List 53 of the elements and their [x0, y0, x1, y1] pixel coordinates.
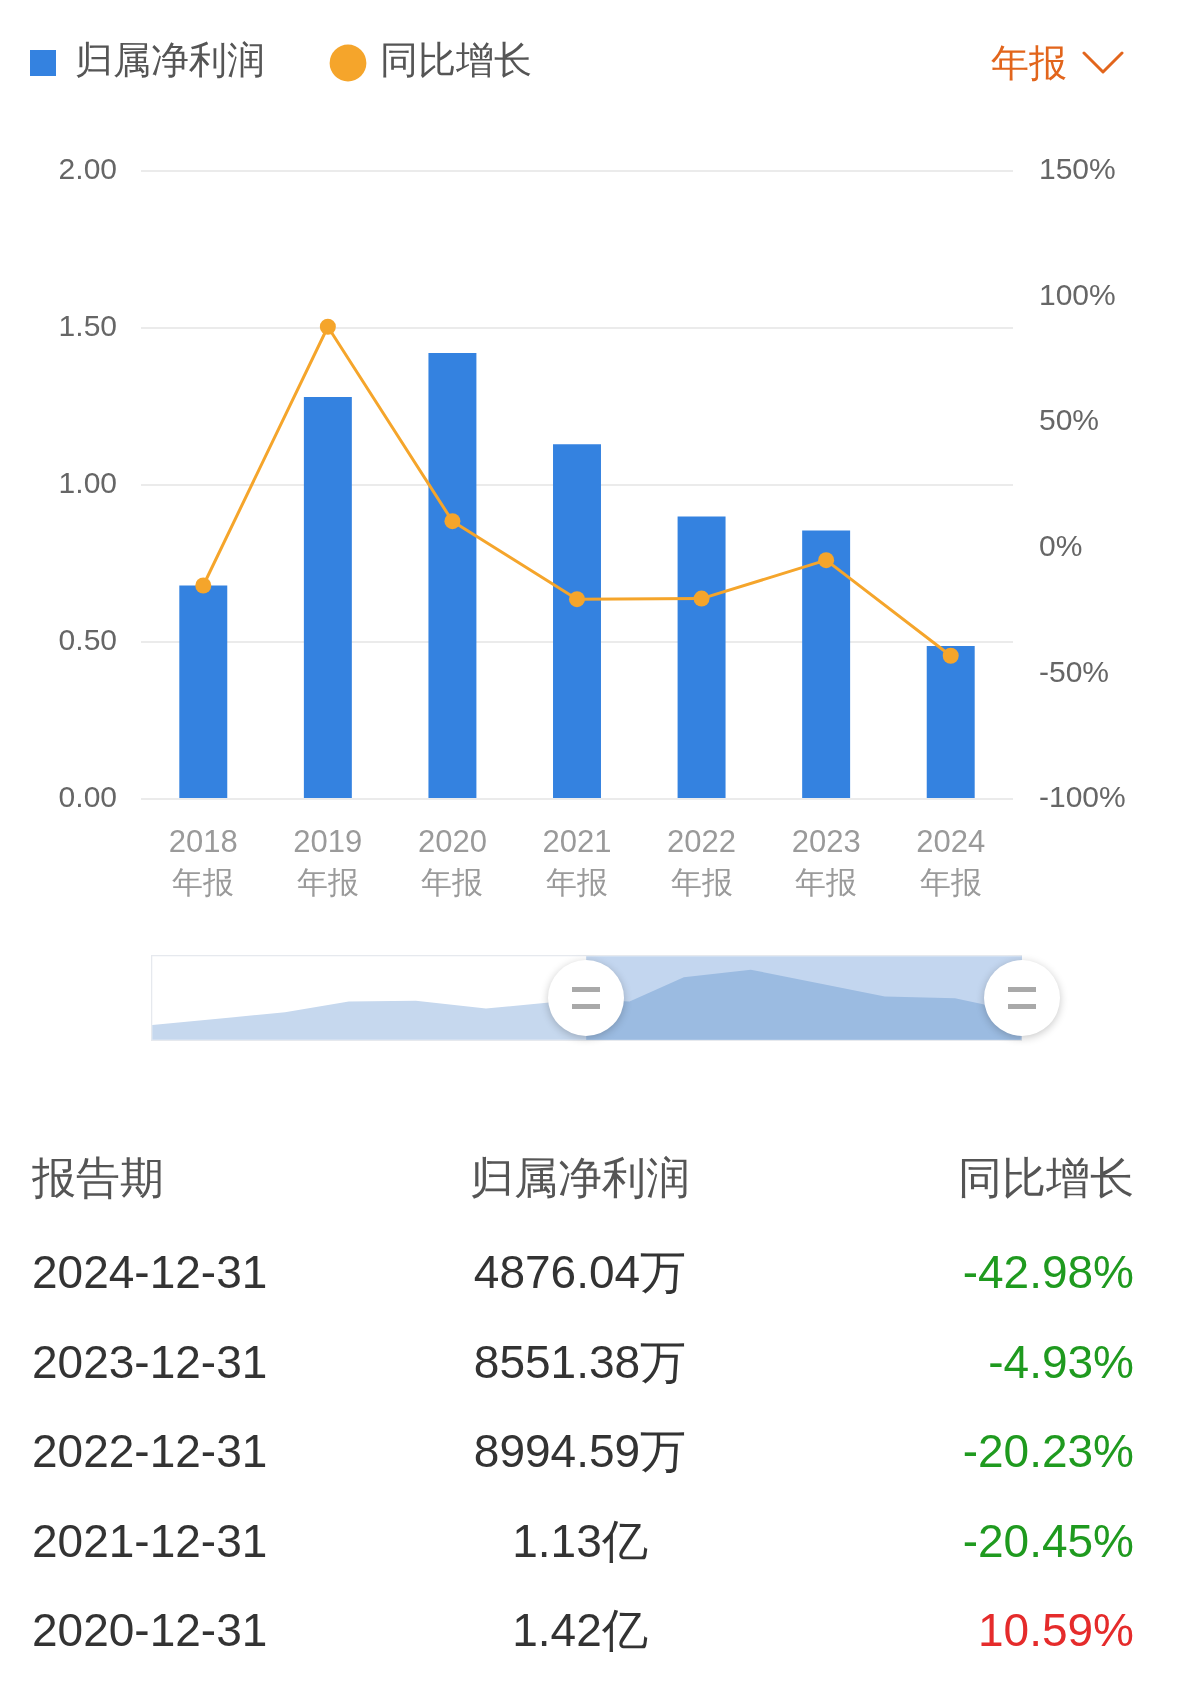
- text: 2024-12-31: [32, 1245, 268, 1300]
- point: [818, 552, 835, 569]
- legend-label: 同比增长: [380, 39, 532, 82]
- legend-label: 归属净利润: [75, 39, 265, 82]
- text: 4876.04万: [472, 1245, 688, 1300]
- x-tick-label: 2018 年报: [168, 824, 238, 900]
- y-tick-label: 0.50: [58, 623, 117, 657]
- text: 2021-12-31: [32, 1513, 268, 1569]
- text: -20.23%: [962, 1424, 1134, 1479]
- text: 报告期: [32, 1152, 164, 1204]
- bar: [926, 645, 975, 798]
- bar: [303, 397, 352, 798]
- x-tick-label: 2024 年报: [916, 824, 986, 900]
- y-tick-label: 1.00: [58, 466, 117, 500]
- bar: [428, 353, 477, 798]
- text: 归属净利润: [470, 1153, 690, 1202]
- point: [195, 577, 212, 594]
- x-tick-label: 2021 年报: [542, 824, 612, 900]
- text: 同比增长: [958, 1153, 1134, 1202]
- text: -42.98%: [962, 1245, 1134, 1300]
- bar: [553, 444, 601, 798]
- y2-tick-label: 50%: [1039, 403, 1100, 437]
- text: 2020-12-31: [32, 1603, 268, 1658]
- text: 1.42亿: [511, 1603, 649, 1658]
- y2-tick-label: -100%: [1039, 780, 1126, 814]
- x-tick-label: 2020 年报: [417, 824, 487, 900]
- y-tick-label: 0.00: [58, 780, 117, 814]
- y2-tick-label: 150%: [1039, 152, 1116, 186]
- point: [444, 513, 461, 530]
- y2-tick-label: 0%: [1039, 529, 1083, 563]
- y2-tick-label: -50%: [1039, 654, 1110, 688]
- x-tick-label: 2019 年报: [293, 824, 363, 900]
- text: -20.45%: [962, 1513, 1134, 1569]
- y-tick-label: 2.00: [58, 152, 117, 186]
- bar: [802, 530, 851, 798]
- text: 2023-12-31: [32, 1334, 268, 1390]
- text: 2022-12-31: [32, 1424, 268, 1479]
- point: [569, 591, 585, 608]
- x-tick-label: 2022 年报: [667, 824, 737, 900]
- text: 10.59%: [977, 1603, 1134, 1658]
- text: 8551.38万: [472, 1334, 688, 1390]
- y2-tick-label: 100%: [1039, 277, 1116, 311]
- text: 1.13亿: [511, 1513, 649, 1569]
- x-tick-label: 2023 年报: [791, 824, 861, 900]
- point: [942, 647, 959, 664]
- point: [319, 318, 336, 335]
- text: -4.93%: [988, 1334, 1134, 1390]
- y-tick-label: 1.50: [58, 309, 117, 343]
- text: 年报: [991, 41, 1067, 86]
- point: [693, 590, 710, 607]
- bar: [179, 585, 228, 798]
- bar: [677, 516, 726, 798]
- text: 8994.59万: [472, 1424, 688, 1479]
